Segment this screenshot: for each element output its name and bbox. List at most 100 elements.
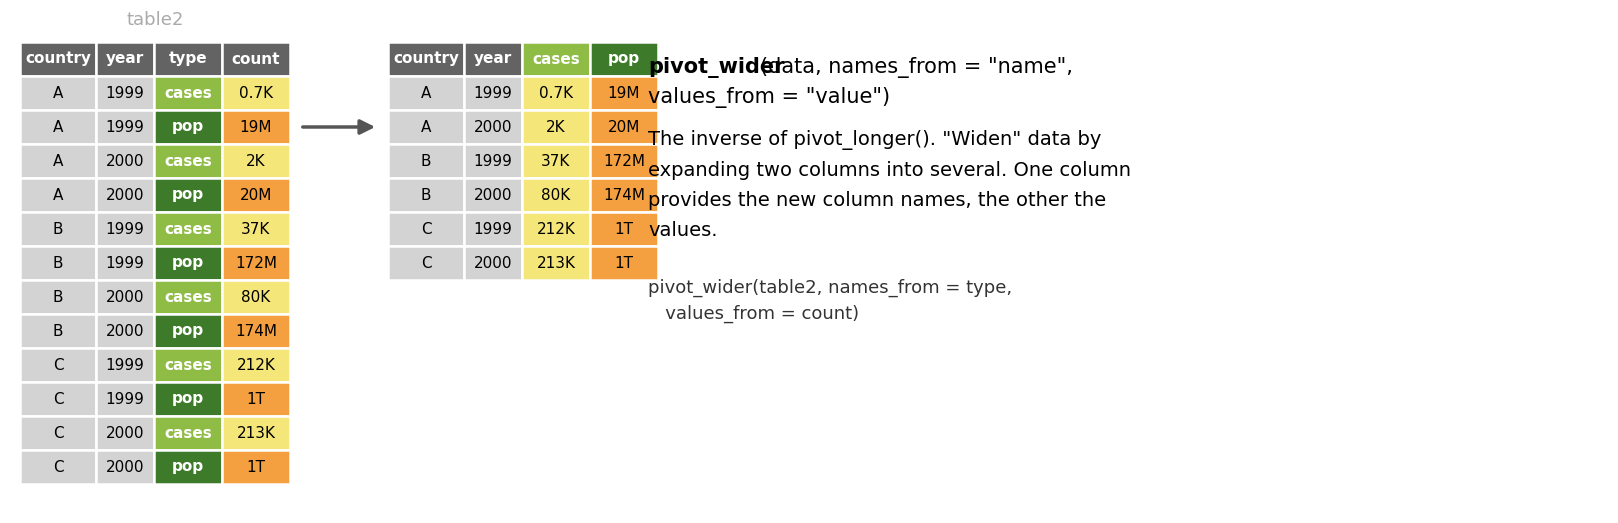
Text: 1999: 1999 — [474, 153, 513, 168]
Bar — [154, 178, 222, 212]
Bar — [591, 110, 659, 144]
Bar — [222, 348, 290, 382]
Text: pop: pop — [172, 324, 204, 338]
Bar — [154, 348, 222, 382]
Text: 37K: 37K — [542, 153, 571, 168]
Text: pop: pop — [172, 392, 204, 406]
Text: C: C — [53, 460, 63, 474]
Bar — [95, 110, 154, 144]
Bar — [95, 212, 154, 246]
Text: pop: pop — [172, 460, 204, 474]
Bar — [19, 42, 95, 76]
Text: type: type — [168, 51, 207, 66]
Text: The inverse of pivot_longer(). "Widen" data by: The inverse of pivot_longer(). "Widen" d… — [647, 130, 1102, 150]
Bar — [19, 450, 95, 484]
Bar — [464, 178, 523, 212]
Text: C: C — [421, 222, 432, 236]
Text: 1999: 1999 — [105, 119, 144, 134]
Bar — [19, 76, 95, 110]
Bar — [523, 76, 591, 110]
Text: B: B — [421, 153, 432, 168]
Bar — [222, 450, 290, 484]
Bar — [95, 382, 154, 416]
Text: 212K: 212K — [236, 358, 275, 372]
Bar — [19, 280, 95, 314]
Bar — [523, 212, 591, 246]
Text: A: A — [53, 153, 63, 168]
Bar — [19, 212, 95, 246]
Bar — [222, 382, 290, 416]
Bar — [222, 416, 290, 450]
Bar — [95, 416, 154, 450]
Bar — [523, 144, 591, 178]
Text: B: B — [421, 188, 432, 202]
Text: 1999: 1999 — [105, 392, 144, 406]
Text: (data, names_from = "name",: (data, names_from = "name", — [760, 58, 1073, 78]
Text: 172M: 172M — [604, 153, 646, 168]
Text: country: country — [393, 51, 460, 66]
Text: B: B — [53, 290, 63, 304]
Text: cases: cases — [163, 85, 212, 100]
Bar — [222, 212, 290, 246]
Bar — [388, 144, 464, 178]
Text: B: B — [53, 222, 63, 236]
Text: 172M: 172M — [235, 256, 277, 270]
Text: 1T: 1T — [615, 222, 634, 236]
Bar — [95, 280, 154, 314]
Bar — [95, 246, 154, 280]
Text: 2000: 2000 — [105, 460, 144, 474]
Text: 2K: 2K — [246, 153, 265, 168]
Bar — [222, 76, 290, 110]
Text: year: year — [105, 51, 144, 66]
Text: 0.7K: 0.7K — [239, 85, 273, 100]
Text: 2000: 2000 — [105, 153, 144, 168]
Text: 1999: 1999 — [105, 85, 144, 100]
Text: 2000: 2000 — [105, 426, 144, 440]
Text: pop: pop — [172, 256, 204, 270]
Bar — [591, 212, 659, 246]
Bar — [19, 178, 95, 212]
Bar — [95, 450, 154, 484]
Text: 20M: 20M — [239, 188, 272, 202]
Text: 80K: 80K — [542, 188, 571, 202]
Bar — [464, 144, 523, 178]
Text: provides the new column names, the other the: provides the new column names, the other… — [647, 190, 1107, 210]
Text: values_from = count): values_from = count) — [647, 305, 859, 323]
Bar — [19, 144, 95, 178]
Text: 80K: 80K — [241, 290, 270, 304]
Text: values.: values. — [647, 221, 717, 240]
Text: 1T: 1T — [246, 460, 265, 474]
Bar — [388, 178, 464, 212]
Text: expanding two columns into several. One column: expanding two columns into several. One … — [647, 161, 1131, 179]
Text: pivot_wider(table2, names_from = type,: pivot_wider(table2, names_from = type, — [647, 279, 1013, 297]
Text: A: A — [53, 85, 63, 100]
Bar — [388, 212, 464, 246]
Text: 2000: 2000 — [474, 119, 513, 134]
Text: B: B — [53, 324, 63, 338]
Bar — [222, 144, 290, 178]
Bar — [154, 246, 222, 280]
Bar — [154, 450, 222, 484]
Bar — [154, 314, 222, 348]
Bar — [154, 382, 222, 416]
Bar — [388, 76, 464, 110]
Text: country: country — [24, 51, 91, 66]
Bar — [388, 246, 464, 280]
Text: 2K: 2K — [547, 119, 566, 134]
Text: pivot_wider: pivot_wider — [647, 58, 785, 78]
Text: year: year — [474, 51, 513, 66]
Text: pop: pop — [172, 188, 204, 202]
Text: 2000: 2000 — [105, 324, 144, 338]
Text: 1999: 1999 — [105, 222, 144, 236]
Text: 213K: 213K — [537, 256, 576, 270]
Bar — [591, 76, 659, 110]
Text: 174M: 174M — [235, 324, 277, 338]
Bar — [222, 42, 290, 76]
Bar — [154, 76, 222, 110]
Text: 2000: 2000 — [105, 188, 144, 202]
Bar — [95, 144, 154, 178]
Text: pop: pop — [608, 51, 641, 66]
Text: A: A — [421, 85, 430, 100]
Bar — [222, 178, 290, 212]
Text: 19M: 19M — [239, 119, 272, 134]
